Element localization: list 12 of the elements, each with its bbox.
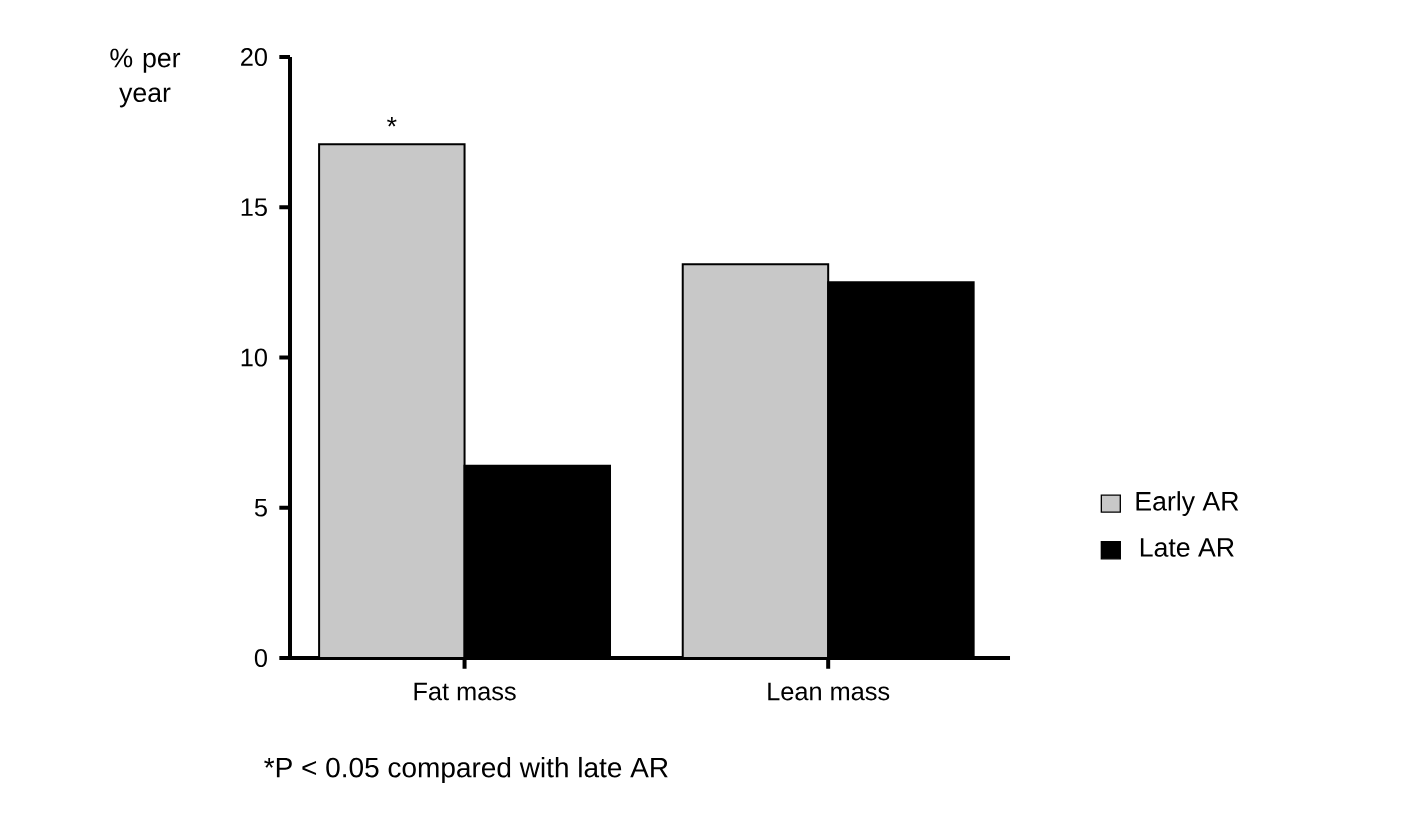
y-axis-title: % per year [110,48,181,108]
x-tick-label: Lean mass [768,682,890,701]
legend-label: Late AR [1140,538,1234,557]
y-tick-label: 20 [241,48,267,66]
y-tick-label: 5 [254,498,267,517]
y-tick-label: 0 [254,649,267,667]
legend-label: Early AR [1136,491,1239,516]
y-tick-label: 15 [241,198,267,217]
annotation: * [387,117,397,127]
text: *P < 0.05 compared with late AR [264,756,668,784]
x-tick-label: Fat mass [414,682,516,701]
y-tick-label: 10 [241,348,267,367]
